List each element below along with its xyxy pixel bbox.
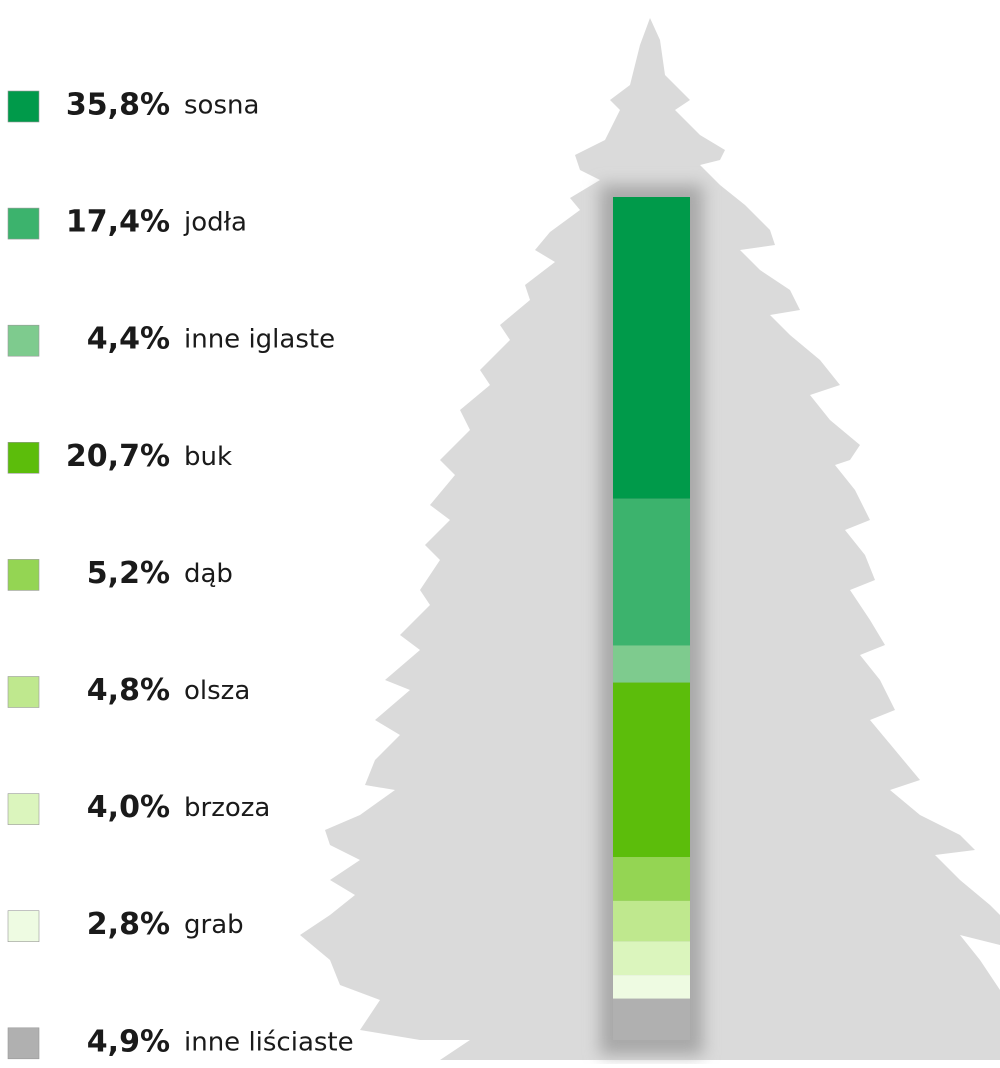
legend-swatch (8, 911, 39, 942)
value-label: 4,4% (87, 322, 170, 357)
value-label: 17,4% (66, 205, 170, 240)
value-label: 5,2% (87, 556, 170, 591)
value-label: 2,8% (87, 907, 170, 942)
legend-label: inne liściaste (184, 1027, 354, 1057)
legend-label: jodła (183, 208, 247, 238)
bar-segment (613, 645, 690, 682)
bar-segment (613, 975, 690, 999)
value-label: 35,8% (66, 88, 170, 123)
legend-label: inne iglaste (184, 325, 335, 355)
legend-label: grab (184, 910, 244, 940)
legend-swatch (8, 208, 39, 239)
legend-swatch (8, 91, 39, 122)
bar-segment (613, 857, 690, 901)
value-label: 4,8% (87, 673, 170, 708)
legend-label: olsza (184, 676, 250, 706)
value-label: 4,0% (87, 790, 170, 825)
legend-swatch (8, 1028, 39, 1059)
legend-label: sosna (184, 91, 259, 121)
legend-label: buk (184, 442, 232, 472)
legend-label: brzoza (184, 793, 270, 823)
bar-segment (613, 499, 690, 646)
bar-segment (613, 683, 690, 858)
value-label: 20,7% (66, 439, 170, 474)
chart: 35,8% sosna 17,4% jodła 4,4% inne iglaste 20,7… (0, 0, 1000, 1064)
page: {"chart_data": {"type": "stacked-bar", "… (0, 0, 1000, 1064)
bar-segment (613, 941, 690, 975)
legend-swatch (8, 442, 39, 473)
legend-swatch (8, 677, 39, 708)
legend-label: dąb (184, 559, 233, 589)
value-label: 4,9% (87, 1024, 170, 1059)
bar-segment (613, 197, 690, 499)
bar-segment (613, 901, 690, 941)
bar-segment (613, 999, 690, 1040)
legend-swatch (8, 559, 39, 590)
legend-swatch (8, 794, 39, 825)
legend-swatch (8, 325, 39, 356)
